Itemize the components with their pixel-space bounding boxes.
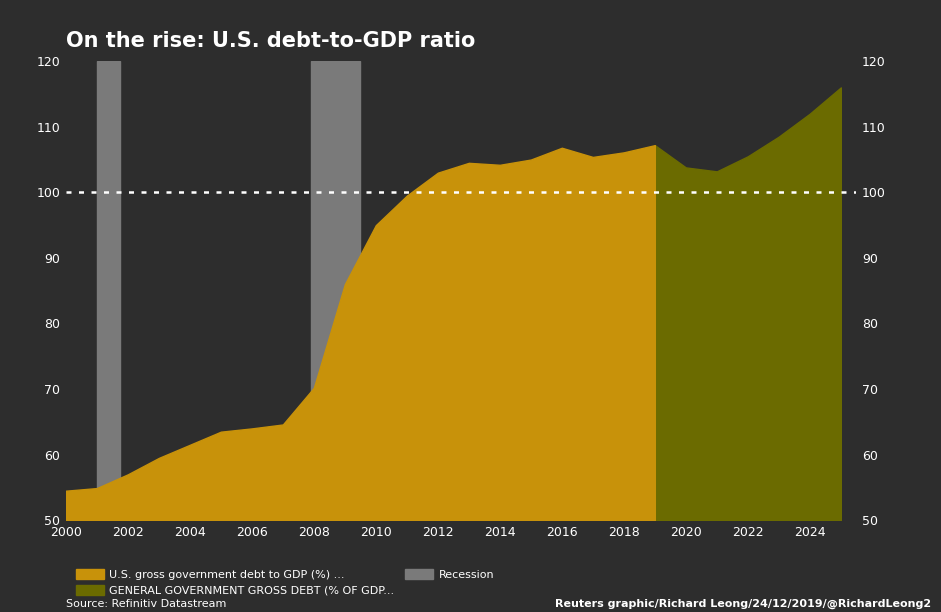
- Text: Reuters graphic/Richard Leong/24/12/2019/@RichardLeong2: Reuters graphic/Richard Leong/24/12/2019…: [555, 599, 932, 609]
- Bar: [97, 61, 120, 520]
- Legend: U.S. gross government debt to GDP (%) ..., GENERAL GOVERNMENT GROSS DEBT (% OF G: U.S. gross government debt to GDP (%) ..…: [72, 564, 499, 600]
- Bar: [311, 61, 360, 520]
- Text: Source: Refinitiv Datastream: Source: Refinitiv Datastream: [66, 599, 226, 609]
- Text: On the rise: U.S. debt-to-GDP ratio: On the rise: U.S. debt-to-GDP ratio: [66, 31, 475, 51]
